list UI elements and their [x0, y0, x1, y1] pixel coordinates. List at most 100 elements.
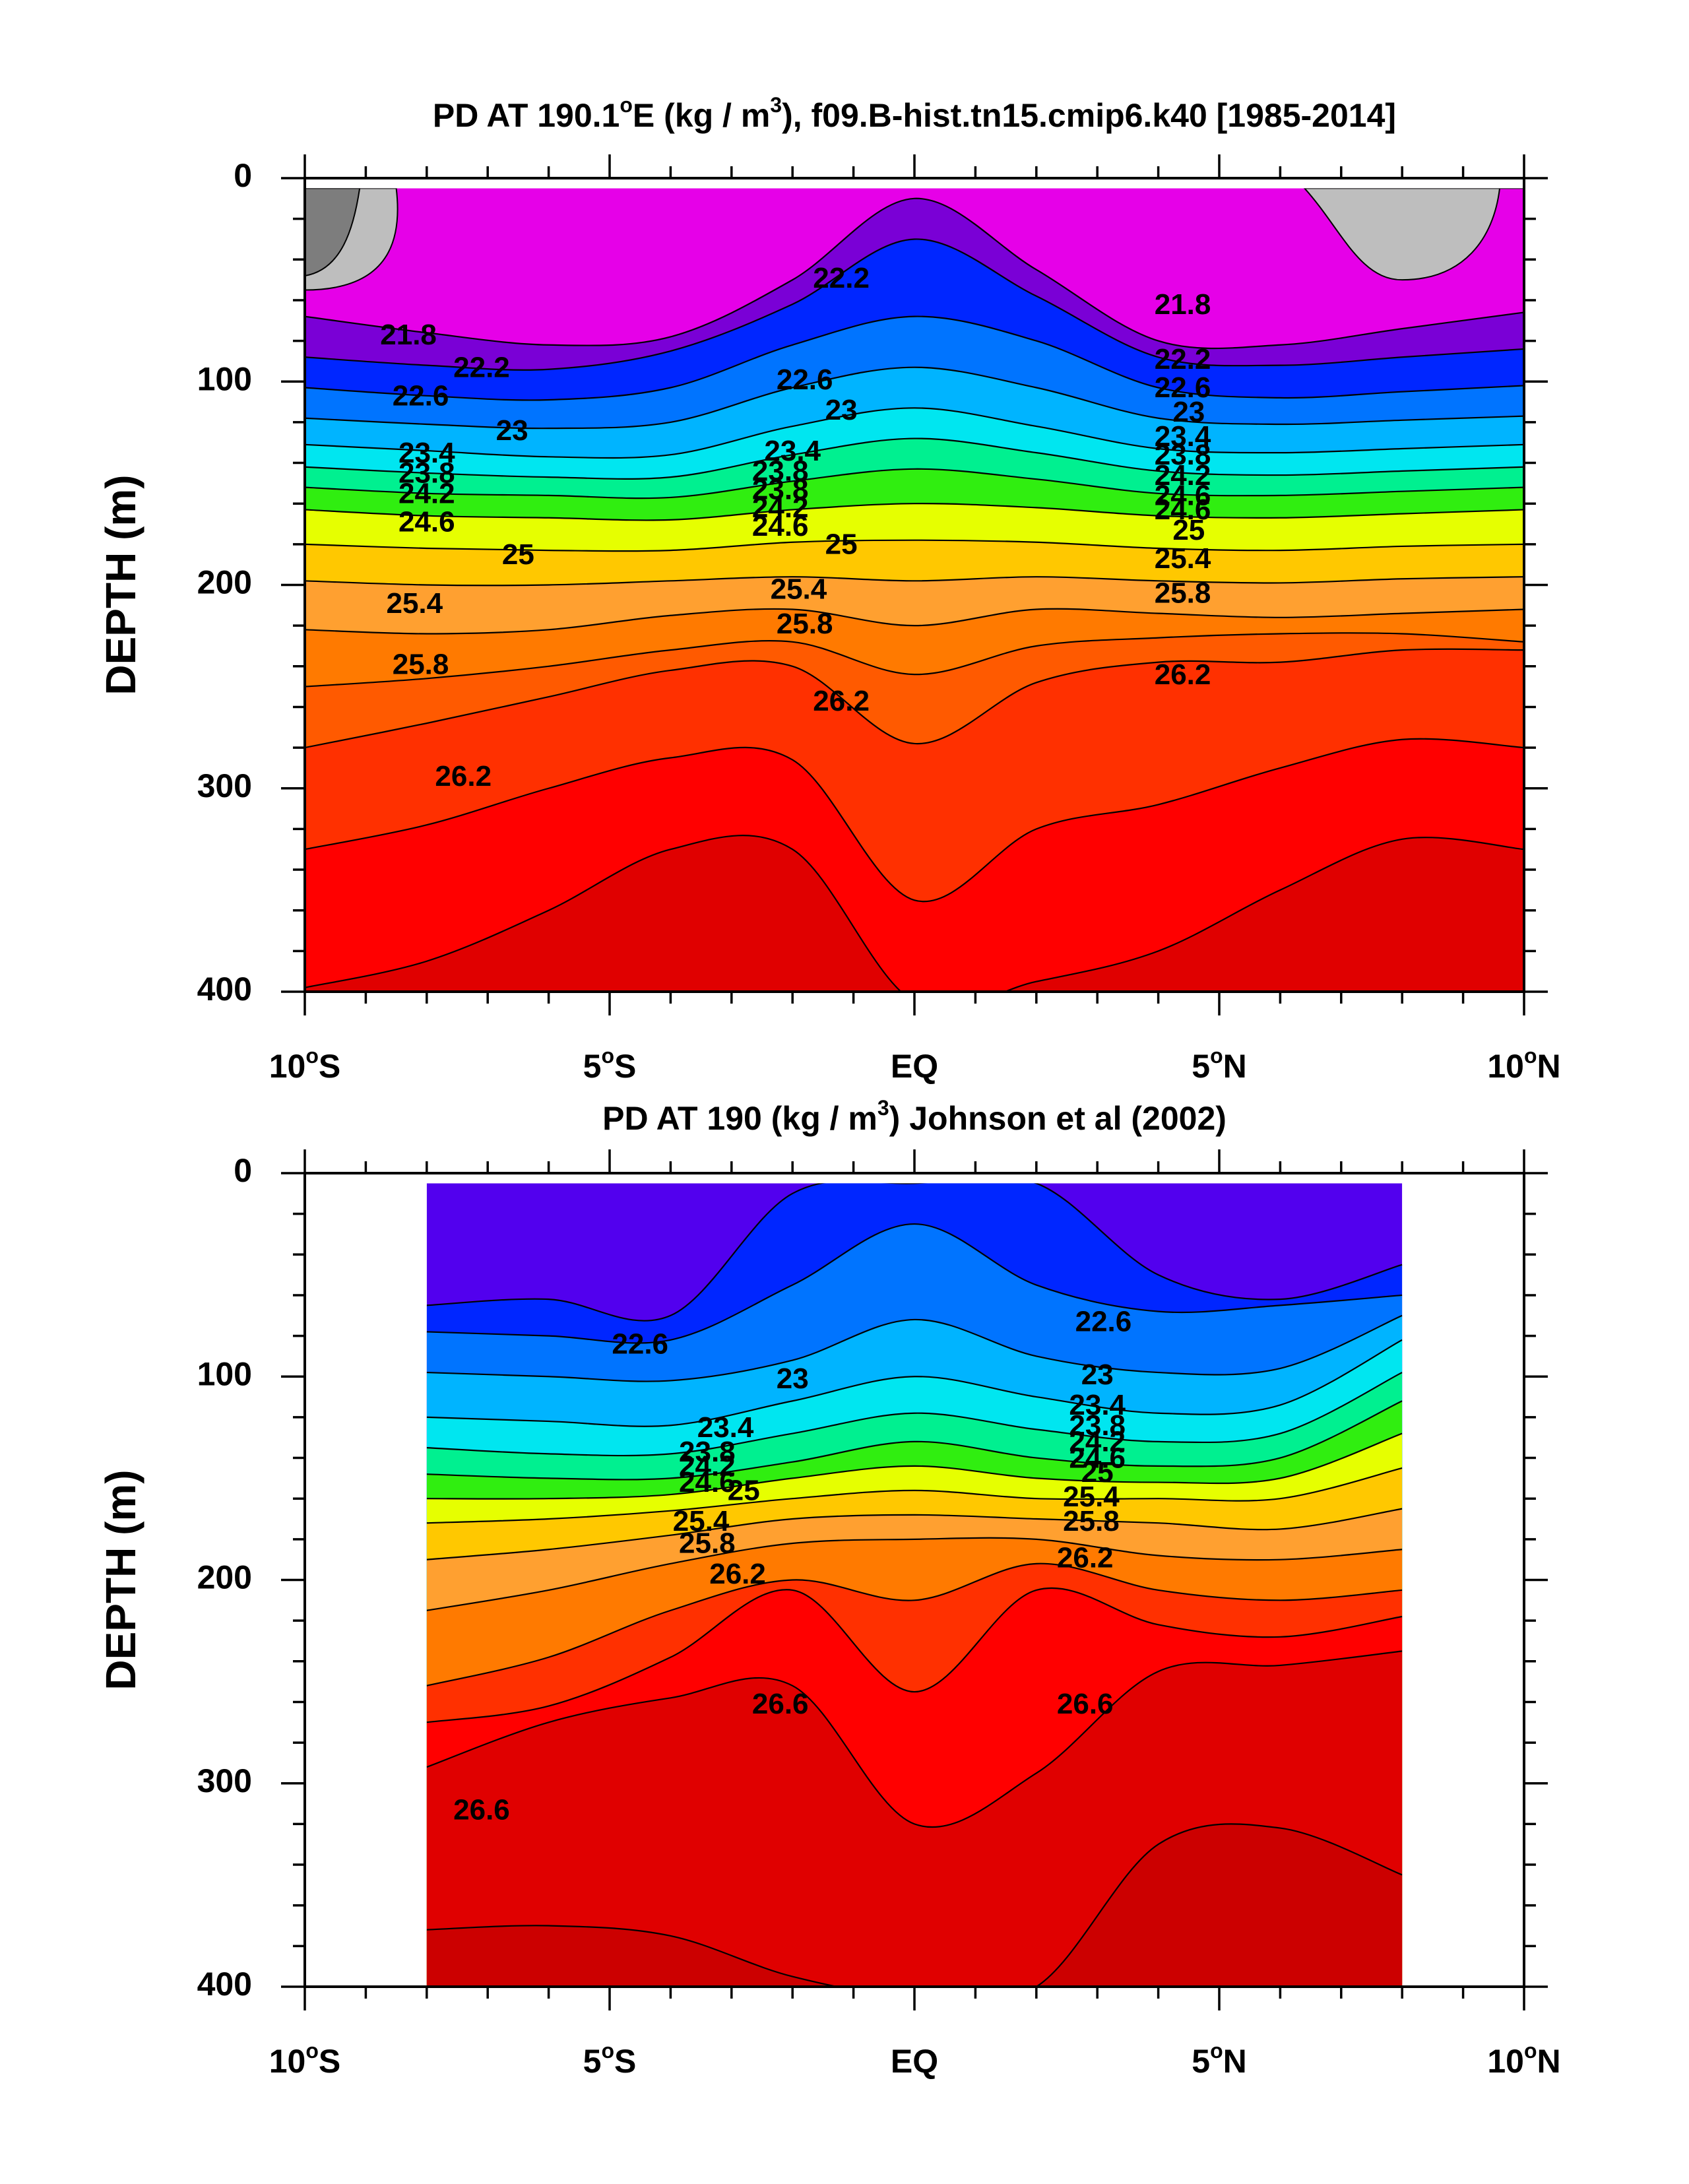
x-tick-label: 10oS — [269, 1044, 341, 1085]
contour-label: 23.4 — [764, 435, 821, 467]
contour-label: 26.2 — [1155, 658, 1211, 691]
contour-label: 25 — [1081, 1456, 1114, 1489]
isopycnal-23.8 — [426, 1372, 1403, 1457]
isopycnal-26.8 — [426, 1823, 1403, 1987]
x-tick-label: EQ — [891, 2043, 938, 2080]
contour-label: 24.6 — [752, 510, 809, 542]
contour-label: 23 — [825, 394, 858, 426]
y-tick-label: 400 — [197, 971, 252, 1008]
contour-label: 23.4 — [1069, 1389, 1126, 1421]
isopycnal-26.6 — [305, 835, 1524, 992]
contour-label: 23.8 — [398, 457, 455, 490]
x-tick-label: 5oN — [1192, 2039, 1246, 2080]
contour-label: 25.8 — [1155, 577, 1211, 610]
contour-label: 26.6 — [752, 1688, 809, 1720]
surface-pool-west-core — [305, 188, 361, 276]
y-tick-label: 200 — [197, 1559, 252, 1596]
x-tick-label: 5oS — [583, 2039, 637, 2080]
isopycnal-23.4 — [305, 407, 1524, 459]
contour-label: 22.6 — [1075, 1306, 1132, 1338]
chart-title: PD AT 190 (kg / m3) Johnson et al (2002) — [602, 1096, 1227, 1137]
contour-label: 23.8 — [1155, 439, 1211, 471]
isopycnal-22.2 — [305, 238, 1524, 371]
isopycnal-26.4 — [426, 1587, 1403, 1723]
isopycnal-26.6 — [426, 1650, 1403, 1828]
contour-label: 22.2 — [1155, 343, 1211, 375]
isopycnal-24.2 — [426, 1400, 1403, 1481]
y-tick-label: 400 — [197, 1966, 252, 2003]
band-26.6 — [305, 835, 1524, 992]
contour-label: 23.8 — [752, 473, 809, 505]
contour-label: 24.6 — [1155, 480, 1211, 512]
density-fill — [305, 188, 1524, 992]
contour-label: 26.2 — [813, 685, 870, 717]
x-tick-label: 10oN — [1487, 2039, 1560, 2080]
contour-label: 23 — [1081, 1359, 1114, 1391]
contour-label: 23.8 — [679, 1436, 736, 1468]
contour-label: 26.2 — [709, 1558, 766, 1590]
y-axis-label: DEPTH (m) — [97, 1469, 144, 1690]
isopycnal-25 — [305, 539, 1524, 552]
contour-label: 25.4 — [1155, 542, 1211, 575]
isopycnal-26 — [305, 632, 1524, 688]
x-tick-label: 5oS — [583, 1044, 637, 1085]
contour-label: 24.2 — [1155, 459, 1211, 492]
contour-label: 25 — [502, 538, 534, 571]
contour-label: 24.6 — [679, 1466, 736, 1498]
contour-label: 25.8 — [777, 608, 833, 640]
contour-label: 23.4 — [697, 1411, 754, 1444]
contour-label: 24.6 — [1069, 1442, 1126, 1474]
contour-label: 24.2 — [1069, 1426, 1126, 1458]
y-tick-label: 100 — [197, 360, 252, 397]
contour-label: 26.6 — [453, 1794, 510, 1826]
contour-label: 23 — [496, 414, 528, 447]
y-tick-label: 300 — [197, 1762, 252, 1799]
contour-label: 22.6 — [1155, 371, 1211, 404]
contour-label: 25 — [728, 1475, 760, 1507]
isopycnal-25 — [426, 1467, 1403, 1524]
contour-label: 26.6 — [1057, 1688, 1114, 1720]
contour-label: 25.4 — [386, 587, 443, 620]
contour-label: 24.6 — [398, 506, 455, 538]
y-tick-label: 200 — [197, 564, 252, 601]
x-tick-label: 5oN — [1192, 1044, 1246, 1085]
isopycnal-23.8 — [305, 437, 1524, 480]
isopycnal-25.8 — [305, 608, 1524, 635]
isopycnal-26.2 — [426, 1562, 1403, 1686]
contour-label: 23.8 — [1069, 1409, 1126, 1442]
isopycnal-21.8 — [305, 197, 1524, 350]
contour-label: 22.2 — [453, 351, 510, 383]
isopycnal-23 — [426, 1314, 1403, 1382]
panel-observation: 22.62323.423.824.224.62525.425.826.222.6… — [97, 1096, 1561, 2080]
contour-label: 22.6 — [393, 380, 449, 412]
x-axis: 10oS 5oS EQ 5oN 10oN — [269, 1149, 1561, 2080]
y-tick-label: 100 — [197, 1355, 252, 1392]
density-fill — [426, 1183, 1403, 1987]
contour-label: 23.8 — [752, 455, 809, 488]
contour-label: 25.4 — [1063, 1481, 1120, 1513]
x-tick-label: 10oN — [1487, 1044, 1560, 1085]
contour-label: 23 — [1172, 396, 1205, 428]
isopycnal-23 — [305, 366, 1524, 430]
contour-label: 23 — [777, 1363, 809, 1395]
surface-pool-east — [1304, 188, 1524, 281]
y-axis: 0 100 200 300 400 — [197, 1152, 1548, 2003]
y-tick-label: 0 — [234, 1152, 252, 1189]
contour-label: 25.4 — [673, 1505, 730, 1537]
contour-label: 23.4 — [398, 437, 455, 469]
isopycnal-23.4 — [426, 1339, 1403, 1427]
panel-model: 21.822.222.62323.423.824.224.62525.425.8… — [97, 93, 1561, 1085]
contour-label-group: 22.62323.423.824.224.62525.425.826.222.6… — [453, 1306, 1131, 1826]
isopycnal-25.4 — [426, 1508, 1403, 1560]
isopycnal-25.4 — [305, 576, 1524, 587]
contour-label: 25.4 — [771, 573, 827, 605]
x-tick-label: 10oS — [269, 2039, 341, 2080]
isopycnal-26.2 — [305, 648, 1524, 749]
contour-label: 22.6 — [777, 364, 833, 396]
contour-lines — [426, 1183, 1403, 1987]
contour-label: 24.2 — [752, 492, 809, 524]
contour-label: 23.4 — [1155, 420, 1211, 453]
contour-label: 25.8 — [1063, 1505, 1120, 1537]
contour-label: 25 — [825, 529, 858, 561]
